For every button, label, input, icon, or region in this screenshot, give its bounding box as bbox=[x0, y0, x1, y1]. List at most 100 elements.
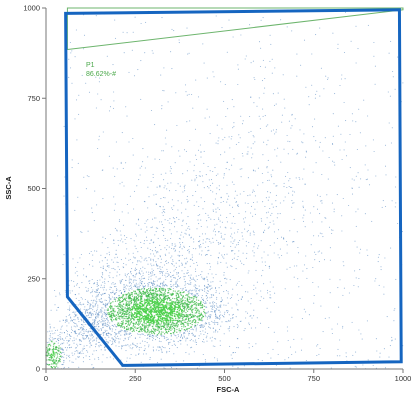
event-dot-2662 bbox=[210, 242, 212, 244]
event-dot-1681 bbox=[127, 310, 129, 313]
event-dot-1054 bbox=[172, 290, 175, 292]
event-dot-439 bbox=[187, 327, 189, 330]
event-dot-4104 bbox=[74, 319, 76, 321]
event-dot-515 bbox=[152, 327, 154, 330]
event-dot-2900 bbox=[109, 306, 111, 308]
event-dot-4464 bbox=[255, 327, 257, 329]
event-dot-3645 bbox=[77, 329, 79, 331]
event-dot-928 bbox=[136, 346, 138, 348]
event-dot-3043 bbox=[106, 263, 108, 265]
event-dot-2987 bbox=[103, 313, 105, 315]
event-dot-4590 bbox=[74, 294, 76, 296]
event-dot-2603 bbox=[142, 278, 144, 280]
event-dot-3280 bbox=[92, 300, 94, 302]
event-dot-3420 bbox=[253, 136, 255, 138]
event-dot-1430 bbox=[148, 304, 151, 306]
event-dot-909 bbox=[202, 325, 204, 327]
event-dot-3781 bbox=[132, 252, 134, 254]
event-dot-1240 bbox=[136, 323, 139, 325]
event-dot-3659 bbox=[266, 144, 268, 146]
event-dot-2215 bbox=[125, 325, 128, 328]
event-dot-3834 bbox=[137, 294, 139, 297]
event-dot-4272 bbox=[137, 308, 139, 311]
event-dot-4890 bbox=[236, 347, 238, 349]
event-dot-3185 bbox=[95, 315, 97, 318]
event-dot-614 bbox=[150, 302, 152, 305]
event-dot-1775 bbox=[114, 305, 116, 307]
event-dot-2980 bbox=[289, 141, 291, 143]
event-dot-2326 bbox=[184, 297, 186, 299]
event-dot-2826 bbox=[178, 290, 180, 292]
event-dot-4012 bbox=[147, 300, 149, 303]
event-dot-2765 bbox=[135, 274, 137, 276]
event-dot-3288 bbox=[110, 328, 112, 330]
event-dot-4734 bbox=[251, 157, 253, 159]
event-dot-3753 bbox=[95, 340, 98, 342]
event-dot-2232 bbox=[144, 348, 146, 350]
event-dot-2105 bbox=[174, 344, 177, 346]
event-dot-2962 bbox=[226, 184, 228, 186]
event-dot-2589 bbox=[152, 326, 154, 328]
event-dot-3151 bbox=[286, 252, 288, 254]
event-dot-4976 bbox=[100, 99, 102, 101]
event-dot-4756 bbox=[321, 200, 323, 202]
event-dot-3611 bbox=[164, 253, 166, 255]
event-dot-2482 bbox=[56, 354, 59, 356]
event-dot-3582 bbox=[152, 173, 154, 175]
event-dot-4148 bbox=[65, 337, 67, 339]
event-dot-207 bbox=[124, 307, 126, 310]
event-dot-3006 bbox=[341, 158, 343, 161]
event-dot-416 bbox=[129, 281, 131, 283]
event-dot-2247 bbox=[215, 315, 217, 317]
event-dot-3172 bbox=[114, 257, 116, 259]
event-dot-2720 bbox=[299, 297, 301, 299]
event-dot-1873 bbox=[163, 317, 165, 319]
event-dot-3437 bbox=[223, 177, 225, 179]
event-dot-2899 bbox=[314, 259, 316, 261]
event-dot-1349 bbox=[156, 329, 159, 331]
event-dot-4363 bbox=[70, 280, 72, 282]
event-dot-4105 bbox=[92, 265, 94, 267]
event-dot-2539 bbox=[47, 345, 49, 347]
event-dot-873 bbox=[133, 279, 135, 281]
event-dot-3363 bbox=[73, 318, 75, 321]
event-dot-3200 bbox=[139, 295, 142, 297]
event-dot-2776 bbox=[257, 184, 259, 186]
event-dot-1253 bbox=[205, 292, 207, 294]
event-dot-1881 bbox=[141, 333, 143, 335]
event-dot-2702 bbox=[191, 290, 193, 292]
event-dot-4581 bbox=[204, 359, 206, 361]
event-dot-4744 bbox=[159, 221, 161, 223]
event-dot-4120 bbox=[129, 347, 131, 349]
event-dot-4753 bbox=[219, 311, 221, 313]
event-dot-4574 bbox=[264, 229, 266, 231]
event-dot-3060 bbox=[66, 318, 68, 320]
event-dot-1969 bbox=[166, 307, 168, 310]
event-dot-773 bbox=[215, 321, 217, 323]
event-dot-1622 bbox=[232, 317, 234, 319]
event-dot-3307 bbox=[184, 184, 186, 186]
event-dot-4194 bbox=[183, 185, 185, 188]
event-dot-4791 bbox=[207, 214, 209, 216]
event-dot-3197 bbox=[124, 273, 126, 275]
event-dot-2786 bbox=[166, 262, 168, 265]
event-dot-3230 bbox=[76, 314, 78, 316]
event-dot-3939 bbox=[110, 311, 112, 313]
event-dot-1447 bbox=[171, 328, 173, 330]
event-dot-3592 bbox=[194, 128, 197, 130]
event-dot-4260 bbox=[68, 307, 71, 309]
event-dot-835 bbox=[191, 314, 193, 316]
event-dot-2321 bbox=[152, 319, 154, 322]
event-dot-2017 bbox=[141, 308, 144, 310]
event-dot-3813 bbox=[238, 212, 240, 214]
event-dot-1004 bbox=[132, 281, 134, 283]
event-dot-4497 bbox=[351, 113, 353, 115]
event-dot-2082 bbox=[188, 283, 190, 285]
event-dot-1518 bbox=[95, 311, 97, 313]
event-dot-3129 bbox=[185, 223, 188, 225]
event-dot-1185 bbox=[143, 321, 145, 324]
event-dot-2812 bbox=[157, 268, 159, 270]
event-dot-2867 bbox=[135, 308, 137, 311]
event-dot-1663 bbox=[144, 331, 147, 333]
